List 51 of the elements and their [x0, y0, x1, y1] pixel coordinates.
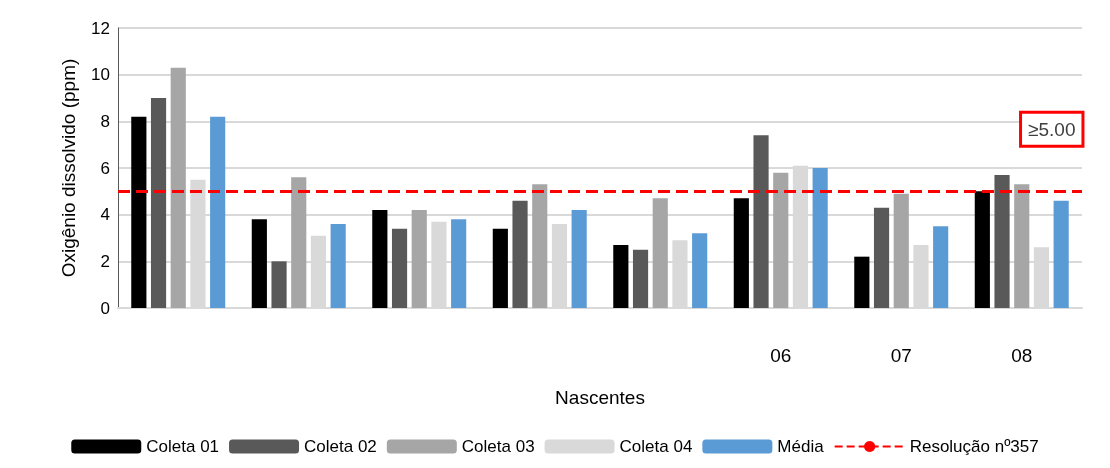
y-tick-label: 4 — [100, 205, 110, 225]
y-tick-label: 10 — [91, 65, 110, 85]
bar — [391, 228, 408, 308]
bar — [613, 245, 629, 308]
bar — [652, 198, 668, 308]
bar — [512, 200, 528, 308]
bar — [210, 116, 226, 308]
bar — [291, 177, 307, 308]
bar — [532, 184, 548, 308]
annotation: ≥5.00 — [1028, 118, 1076, 140]
bar — [150, 98, 167, 308]
x-tick-label: 07 — [890, 345, 912, 366]
bar — [933, 226, 949, 308]
bar — [330, 224, 346, 308]
legend-label: Resolução nº357 — [909, 437, 1039, 456]
bar — [411, 210, 427, 308]
x-axis-title: Nascentes — [555, 387, 645, 408]
bar — [873, 207, 890, 308]
bar — [271, 261, 287, 308]
bar — [733, 198, 749, 308]
bar — [451, 219, 467, 308]
bar — [753, 135, 769, 308]
bar — [692, 233, 708, 308]
bar — [131, 116, 147, 308]
legend-label: Média — [777, 437, 825, 456]
bar — [170, 67, 186, 308]
bar — [571, 210, 587, 308]
y-tick-label: 2 — [100, 251, 110, 271]
legend-label: Coleta 04 — [619, 437, 693, 456]
bar — [492, 228, 508, 308]
bar — [632, 249, 649, 308]
bar — [773, 172, 789, 308]
x-tick-label: 06 — [770, 345, 792, 366]
y-tick-label: 0 — [100, 298, 110, 318]
y-axis-title: Oxigênio dissolvido (ppm) — [58, 58, 79, 278]
bar — [994, 175, 1010, 308]
y-tick-label: 12 — [91, 18, 110, 38]
bar — [251, 219, 267, 308]
legend-label: Coleta 03 — [461, 437, 535, 456]
legend-label: Coleta 01 — [146, 437, 220, 456]
y-tick-label: 8 — [100, 111, 110, 131]
bar — [1014, 184, 1030, 308]
y-tick-label: 6 — [100, 158, 110, 178]
bar — [893, 193, 909, 308]
legend-label: Coleta 02 — [304, 437, 377, 456]
bar — [974, 191, 990, 308]
bar — [854, 256, 870, 308]
bar — [372, 210, 388, 308]
x-tick-label: 08 — [1011, 345, 1033, 366]
bar — [812, 168, 828, 308]
bar — [1053, 200, 1069, 308]
